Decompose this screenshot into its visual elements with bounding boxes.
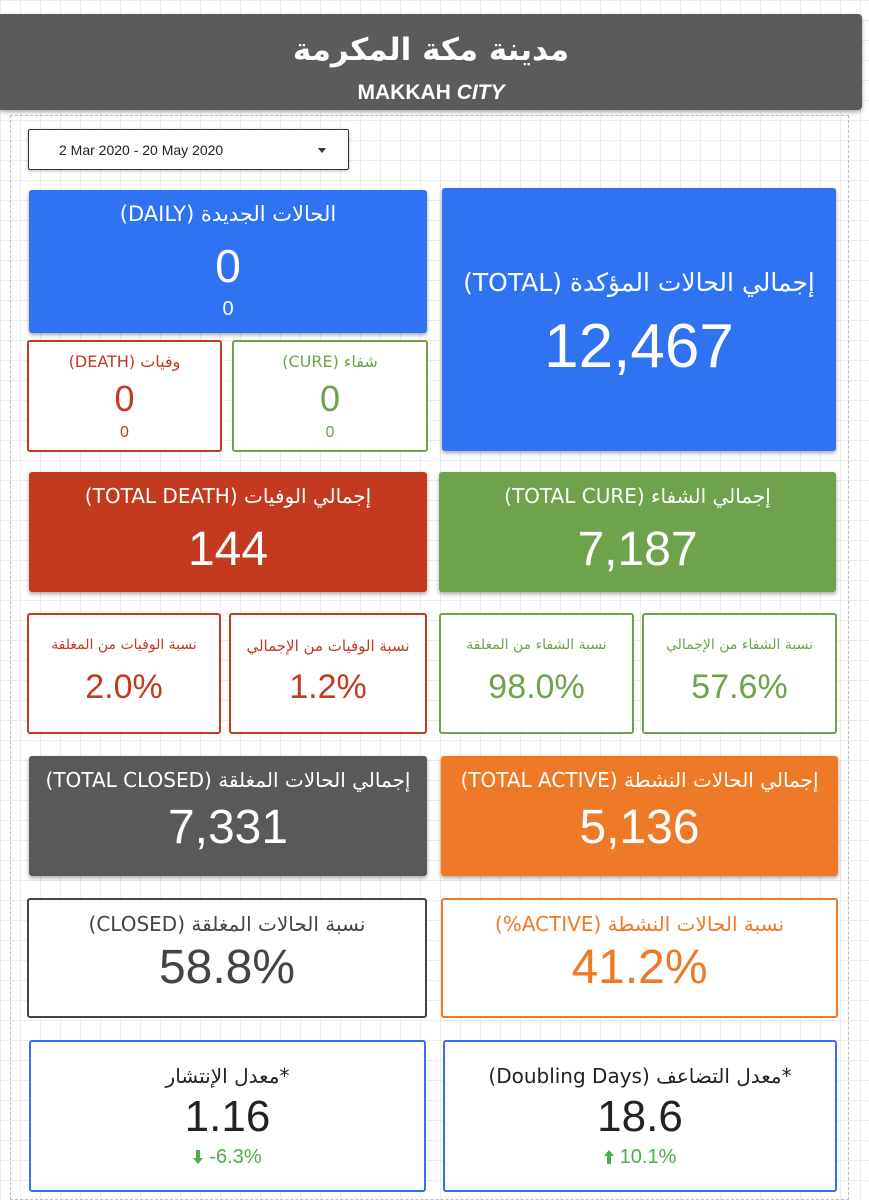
card-cure-of-total: نسبة الشفاء من الإجمالي 57.6% bbox=[642, 613, 837, 734]
arrow-down-icon bbox=[193, 1150, 204, 1164]
card-total-active: إجمالي الحالات النشطة (TOTAL ACTIVE) 5,1… bbox=[441, 756, 838, 876]
card-value: 0 bbox=[114, 378, 135, 419]
card-label: نسبة الشفاء من المغلقة bbox=[466, 637, 607, 653]
card-value: 144 bbox=[187, 523, 269, 576]
card-value: 2.0% bbox=[85, 668, 163, 706]
card-value: 7,187 bbox=[577, 523, 698, 576]
title-english-italic: CITY bbox=[456, 81, 505, 104]
card-change-value: 10.1% bbox=[619, 1146, 677, 1168]
card-subvalue: 0 bbox=[325, 424, 335, 441]
card-value: 0 bbox=[215, 240, 241, 292]
card-label: *معدل التضاعف (Doubling Days) bbox=[488, 1064, 792, 1088]
chevron-down-icon[interactable] bbox=[318, 148, 326, 153]
card-value: 1.16 bbox=[184, 1092, 271, 1141]
card-label: إجمالي الحالات المؤكدة (TOTAL) bbox=[463, 268, 815, 297]
card-value: 5,136 bbox=[579, 801, 700, 854]
card-value: 18.6 bbox=[597, 1092, 683, 1141]
card-label: نسبة الحالات المغلقة (CLOSED) bbox=[88, 912, 366, 936]
card-total-death: إجمالي الوفيات (TOTAL DEATH) 144 bbox=[29, 472, 427, 592]
card-label: إجمالي الشفاء (TOTAL CURE) bbox=[504, 484, 771, 508]
card-value: 41.2% bbox=[571, 941, 708, 994]
card-label: نسبة الحالات النشطة (ACTIVE%) bbox=[494, 912, 785, 936]
card-value: 12,467 bbox=[544, 312, 734, 381]
card-label: إجمالي الوفيات (TOTAL DEATH) bbox=[84, 484, 372, 508]
card-death-of-total: نسبة الوفيات من الإجمالي 1.2% bbox=[229, 613, 427, 734]
card-label: إجمالي الحالات النشطة (TOTAL ACTIVE) bbox=[460, 768, 819, 792]
card-value: 57.6% bbox=[691, 668, 788, 706]
card-daily-new: الحالات الجديدة (DAILY) 0 0 bbox=[29, 190, 427, 333]
title-english-plain: MAKKAH bbox=[357, 81, 457, 104]
card-active-pct: نسبة الحالات النشطة (ACTIVE%) 41.2% bbox=[441, 898, 838, 1018]
page-title-english: MAKKAH CITY bbox=[0, 80, 862, 106]
card-total-closed: إجمالي الحالات المغلقة (TOTAL CLOSED) 7,… bbox=[29, 756, 427, 876]
card-daily-cure: شفاء (CURE) 0 0 bbox=[232, 340, 428, 452]
card-label: الحالات الجديدة (DAILY) bbox=[119, 202, 337, 226]
page-header: مدينة مكة المكرمة MAKKAH CITY bbox=[0, 14, 862, 110]
arrow-up-icon bbox=[603, 1150, 614, 1164]
card-label: وفيات (DEATH) bbox=[68, 352, 181, 371]
page-title-arabic: مدينة مكة المكرمة bbox=[292, 32, 570, 68]
card-value: 58.8% bbox=[158, 941, 296, 994]
card-label: شفاء (CURE) bbox=[282, 352, 378, 371]
card-change: -6.3% bbox=[35, 1146, 420, 1169]
card-change-value: -6.3% bbox=[209, 1146, 262, 1168]
card-subvalue: 0 bbox=[120, 424, 129, 441]
card-total-cure: إجمالي الشفاء (TOTAL CURE) 7,187 bbox=[439, 472, 836, 592]
card-value: 0 bbox=[319, 378, 341, 419]
card-death-of-closed: نسبة الوفيات من المغلقة 2.0% bbox=[27, 613, 221, 734]
card-value: 1.2% bbox=[289, 668, 367, 706]
card-spread-rate: *معدل الإنتشار 1.16 -6.3% bbox=[29, 1040, 426, 1192]
card-value: 7,331 bbox=[167, 801, 289, 854]
card-closed-pct: نسبة الحالات المغلقة (CLOSED) 58.8% bbox=[27, 898, 427, 1018]
card-change: 10.1% bbox=[449, 1146, 831, 1169]
card-subvalue: 0 bbox=[222, 298, 234, 320]
card-doubling-days: *معدل التضاعف (Doubling Days) 18.6 10.1% bbox=[443, 1040, 837, 1192]
date-range-picker[interactable]: 2 Mar 2020 - 20 May 2020 bbox=[28, 129, 349, 170]
card-label: نسبة الوفيات من الإجمالي bbox=[246, 637, 410, 655]
card-label: *معدل الإنتشار bbox=[165, 1064, 290, 1088]
card-value: 98.0% bbox=[488, 668, 585, 706]
card-label: نسبة الشفاء من الإجمالي bbox=[665, 637, 814, 653]
date-range-label: 2 Mar 2020 - 20 May 2020 bbox=[59, 142, 224, 158]
card-label: نسبة الوفيات من المغلقة bbox=[51, 637, 197, 653]
card-total-confirmed: إجمالي الحالات المؤكدة (TOTAL) 12,467 bbox=[442, 188, 836, 451]
card-daily-death: وفيات (DEATH) 0 0 bbox=[27, 340, 222, 452]
card-label: إجمالي الحالات المغلقة (TOTAL CLOSED) bbox=[45, 768, 411, 792]
card-cure-of-closed: نسبة الشفاء من المغلقة 98.0% bbox=[439, 613, 634, 734]
